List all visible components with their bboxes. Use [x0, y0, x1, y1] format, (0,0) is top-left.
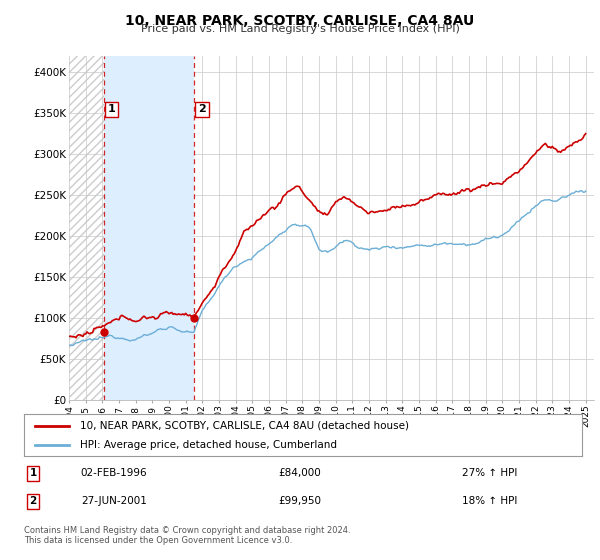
Bar — [69, 56, 104, 400]
Text: 10, NEAR PARK, SCOTBY, CARLISLE, CA4 8AU: 10, NEAR PARK, SCOTBY, CARLISLE, CA4 8AU — [125, 14, 475, 28]
Text: £84,000: £84,000 — [278, 468, 322, 478]
Text: 18% ↑ HPI: 18% ↑ HPI — [462, 496, 517, 506]
Text: 02-FEB-1996: 02-FEB-1996 — [80, 468, 148, 478]
Text: 1: 1 — [29, 468, 37, 478]
Text: 27-JUN-2001: 27-JUN-2001 — [81, 496, 147, 506]
Text: 27% ↑ HPI: 27% ↑ HPI — [462, 468, 517, 478]
Text: HPI: Average price, detached house, Cumberland: HPI: Average price, detached house, Cumb… — [80, 440, 337, 450]
Text: 2: 2 — [29, 496, 37, 506]
Text: 10, NEAR PARK, SCOTBY, CARLISLE, CA4 8AU (detached house): 10, NEAR PARK, SCOTBY, CARLISLE, CA4 8AU… — [80, 421, 409, 431]
Bar — [104, 56, 194, 400]
Text: This data is licensed under the Open Government Licence v3.0.: This data is licensed under the Open Gov… — [24, 536, 292, 545]
Text: 1: 1 — [108, 104, 116, 114]
Text: Contains HM Land Registry data © Crown copyright and database right 2024.: Contains HM Land Registry data © Crown c… — [24, 526, 350, 535]
Text: 2: 2 — [198, 104, 206, 114]
Text: Price paid vs. HM Land Registry's House Price Index (HPI): Price paid vs. HM Land Registry's House … — [140, 24, 460, 34]
Text: £99,950: £99,950 — [278, 496, 322, 506]
